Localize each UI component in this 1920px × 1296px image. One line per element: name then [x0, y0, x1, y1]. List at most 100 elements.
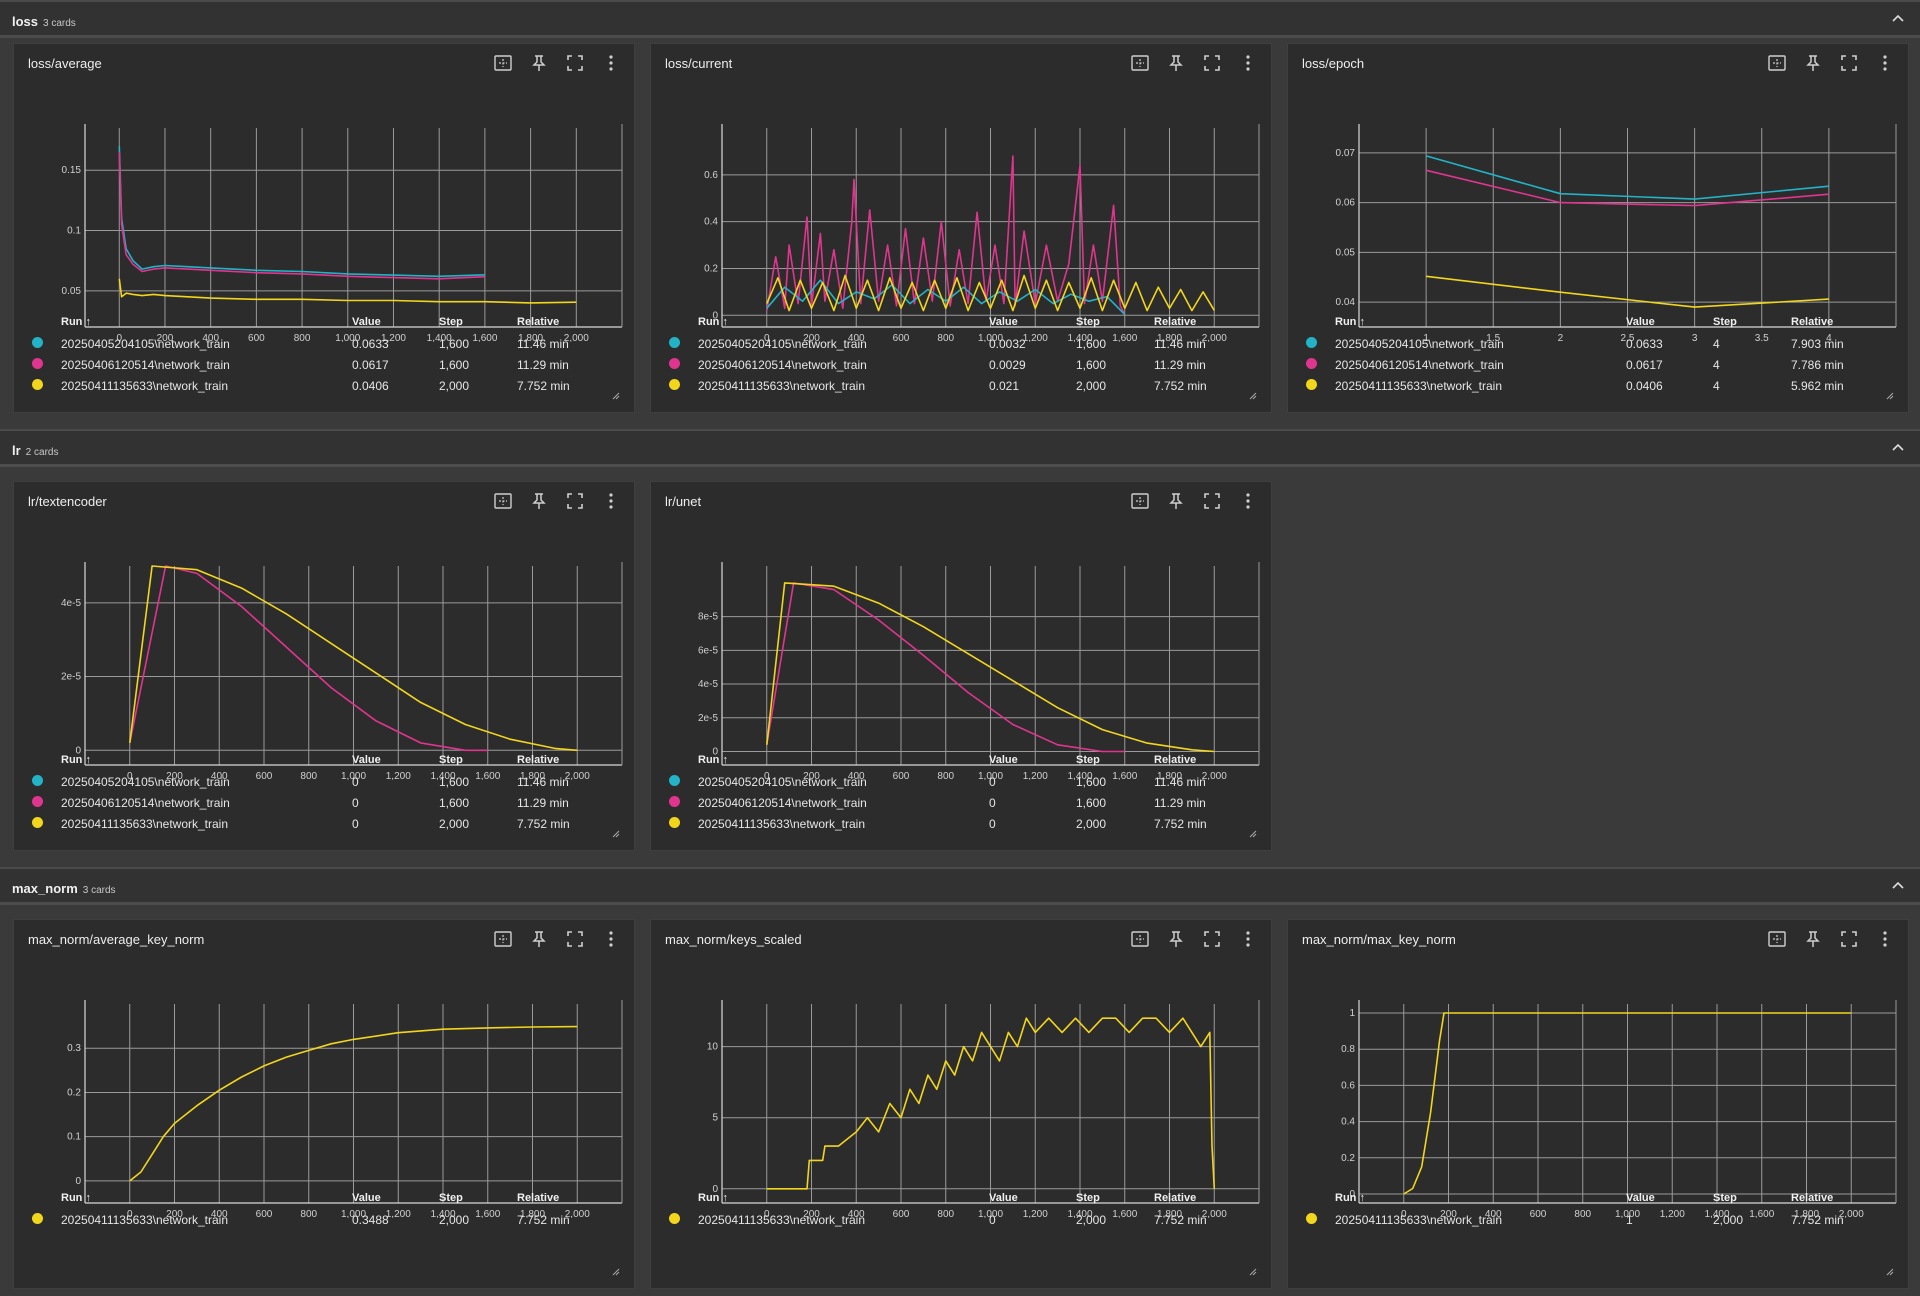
column-header-run[interactable]: Run ↑	[698, 316, 728, 328]
column-header-step[interactable]: Step	[1713, 316, 1737, 328]
pin-button[interactable]	[1802, 52, 1824, 74]
column-header-step[interactable]: Step	[439, 754, 463, 766]
chevron-up-icon[interactable]	[1890, 879, 1906, 891]
legend-row[interactable]: 20250406120514\network_train 0.0029 1,600 1…	[651, 356, 1273, 376]
legend-row[interactable]: 20250411135633\network_train 0.3488 2,000 7…	[14, 1211, 636, 1231]
column-header-value[interactable]: Value	[989, 316, 1018, 328]
column-header-run[interactable]: Run ↑	[61, 754, 91, 766]
legend-row[interactable]: 20250405204105\network_train 0.0032 1,600 1…	[651, 335, 1273, 355]
fullscreen-button[interactable]	[1201, 928, 1223, 950]
column-header-run[interactable]: Run ↑	[1335, 316, 1365, 328]
column-header-value[interactable]: Value	[989, 1192, 1018, 1204]
column-header-value[interactable]: Value	[352, 316, 381, 328]
legend-row[interactable]: 20250406120514\network_train 0.0617 4 7.786…	[1288, 356, 1910, 376]
legend-row[interactable]: 20250405204105\network_train 0 1,600 11.46 …	[14, 773, 636, 793]
more-vert-button[interactable]	[1237, 490, 1259, 512]
legend-row[interactable]: 20250411135633\network_train 0.0406 2,000 7…	[14, 377, 636, 397]
column-header-run[interactable]: Run ↑	[61, 1192, 91, 1204]
resize-handle-icon[interactable]	[612, 1268, 620, 1276]
column-header-relative[interactable]: Relative	[1791, 1192, 1834, 1204]
resize-handle-icon[interactable]	[612, 392, 620, 400]
more-vert-button[interactable]	[600, 928, 622, 950]
pin-button[interactable]	[1165, 490, 1187, 512]
line-chart[interactable]: 0 200 400 600 800 1,000 1,200 1,400 1,600 1,800 2,…	[651, 956, 1273, 1218]
legend-row[interactable]: 20250411135633\network_train 0 2,000 7.752 …	[651, 1211, 1273, 1231]
column-header-step[interactable]: Step	[439, 1192, 463, 1204]
line-chart[interactable]: 0 200 400 600 800 1,000 1,200 1,400 1,600 1,800 2,…	[14, 518, 636, 780]
pin-button[interactable]	[1802, 928, 1824, 950]
column-header-run[interactable]: Run ↑	[698, 1192, 728, 1204]
legend-row[interactable]: 20250406120514\network_train 0 1,600 11.29 …	[14, 794, 636, 814]
column-header-step[interactable]: Step	[1076, 316, 1100, 328]
group-header-loss[interactable]: loss 3 cards	[0, 0, 1920, 38]
column-header-value[interactable]: Value	[1626, 1192, 1655, 1204]
line-chart[interactable]: 0 200 400 600 800 1,000 1,200 1,400 1,600 1,800 2,…	[651, 80, 1273, 342]
fit-domain-button[interactable]	[492, 928, 514, 950]
column-header-step[interactable]: Step	[439, 316, 463, 328]
line-chart[interactable]: 1 1.5 2 2.5 3 3.5 4 0.04 0.05 0.06 0.07	[1288, 80, 1910, 342]
column-header-relative[interactable]: Relative	[1154, 316, 1197, 328]
fit-domain-button[interactable]	[492, 52, 514, 74]
legend-row[interactable]: 20250406120514\network_train 0 1,600 11.29 …	[651, 794, 1273, 814]
fullscreen-button[interactable]	[1838, 928, 1860, 950]
group-header-lr[interactable]: lr 2 cards	[0, 429, 1920, 467]
pin-button[interactable]	[528, 928, 550, 950]
more-vert-button[interactable]	[1874, 928, 1896, 950]
resize-handle-icon[interactable]	[612, 830, 620, 838]
column-header-run[interactable]: Run ↑	[61, 316, 91, 328]
chevron-up-icon[interactable]	[1890, 441, 1906, 453]
pin-button[interactable]	[528, 52, 550, 74]
column-header-relative[interactable]: Relative	[1154, 1192, 1197, 1204]
column-header-run[interactable]: Run ↑	[698, 754, 728, 766]
column-header-value[interactable]: Value	[1626, 316, 1655, 328]
legend-row[interactable]: 20250411135633\network_train 0 2,000 7.752 …	[14, 815, 636, 835]
more-vert-button[interactable]	[1874, 52, 1896, 74]
column-header-run[interactable]: Run ↑	[1335, 1192, 1365, 1204]
column-header-value[interactable]: Value	[352, 754, 381, 766]
resize-handle-icon[interactable]	[1886, 392, 1894, 400]
legend-row[interactable]: 20250405204105\network_train 0.0633 4 7.903…	[1288, 335, 1910, 355]
column-header-step[interactable]: Step	[1713, 1192, 1737, 1204]
fit-domain-button[interactable]	[1766, 52, 1788, 74]
chevron-up-icon[interactable]	[1890, 12, 1906, 24]
legend-row[interactable]: 20250411135633\network_train 0.021 2,000 7.…	[651, 377, 1273, 397]
legend-row[interactable]: 20250405204105\network_train 0.0633 1,600 1…	[14, 335, 636, 355]
fit-domain-button[interactable]	[1766, 928, 1788, 950]
resize-handle-icon[interactable]	[1249, 830, 1257, 838]
fit-domain-button[interactable]	[492, 490, 514, 512]
column-header-step[interactable]: Step	[1076, 1192, 1100, 1204]
fit-domain-button[interactable]	[1129, 490, 1151, 512]
fullscreen-button[interactable]	[564, 52, 586, 74]
resize-handle-icon[interactable]	[1249, 392, 1257, 400]
column-header-step[interactable]: Step	[1076, 754, 1100, 766]
legend-row[interactable]: 20250405204105\network_train 0 1,600 11.46 …	[651, 773, 1273, 793]
fullscreen-button[interactable]	[564, 928, 586, 950]
more-vert-button[interactable]	[600, 52, 622, 74]
legend-row[interactable]: 20250411135633\network_train 0 2,000 7.752 …	[651, 815, 1273, 835]
fit-domain-button[interactable]	[1129, 928, 1151, 950]
pin-button[interactable]	[528, 490, 550, 512]
fullscreen-button[interactable]	[1201, 490, 1223, 512]
column-header-relative[interactable]: Relative	[517, 316, 560, 328]
fullscreen-button[interactable]	[1838, 52, 1860, 74]
pin-button[interactable]	[1165, 928, 1187, 950]
legend-row[interactable]: 20250411135633\network_train 0.0406 4 5.962…	[1288, 377, 1910, 397]
line-chart[interactable]: 0 200 400 600 800 1,000 1,200 1,400 1,600 1,800 2,…	[1288, 956, 1910, 1218]
resize-handle-icon[interactable]	[1249, 1268, 1257, 1276]
fullscreen-button[interactable]	[564, 490, 586, 512]
more-vert-button[interactable]	[1237, 52, 1259, 74]
legend-row[interactable]: 20250406120514\network_train 0.0617 1,600 1…	[14, 356, 636, 376]
more-vert-button[interactable]	[1237, 928, 1259, 950]
line-chart[interactable]: 0 200 400 600 800 1,000 1,200 1,400 1,600 1,800 2,…	[14, 956, 636, 1218]
pin-button[interactable]	[1165, 52, 1187, 74]
line-chart[interactable]: 0 200 400 600 800 1,000 1,200 1,400 1,600 1,800 2,…	[14, 80, 636, 342]
resize-handle-icon[interactable]	[1886, 1268, 1894, 1276]
group-header-max-norm[interactable]: max_norm 3 cards	[0, 867, 1920, 905]
column-header-relative[interactable]: Relative	[1154, 754, 1197, 766]
column-header-value[interactable]: Value	[989, 754, 1018, 766]
column-header-relative[interactable]: Relative	[1791, 316, 1834, 328]
fit-domain-button[interactable]	[1129, 52, 1151, 74]
more-vert-button[interactable]	[600, 490, 622, 512]
line-chart[interactable]: 0 200 400 600 800 1,000 1,200 1,400 1,600 1,800 2,…	[651, 518, 1273, 780]
column-header-relative[interactable]: Relative	[517, 754, 560, 766]
